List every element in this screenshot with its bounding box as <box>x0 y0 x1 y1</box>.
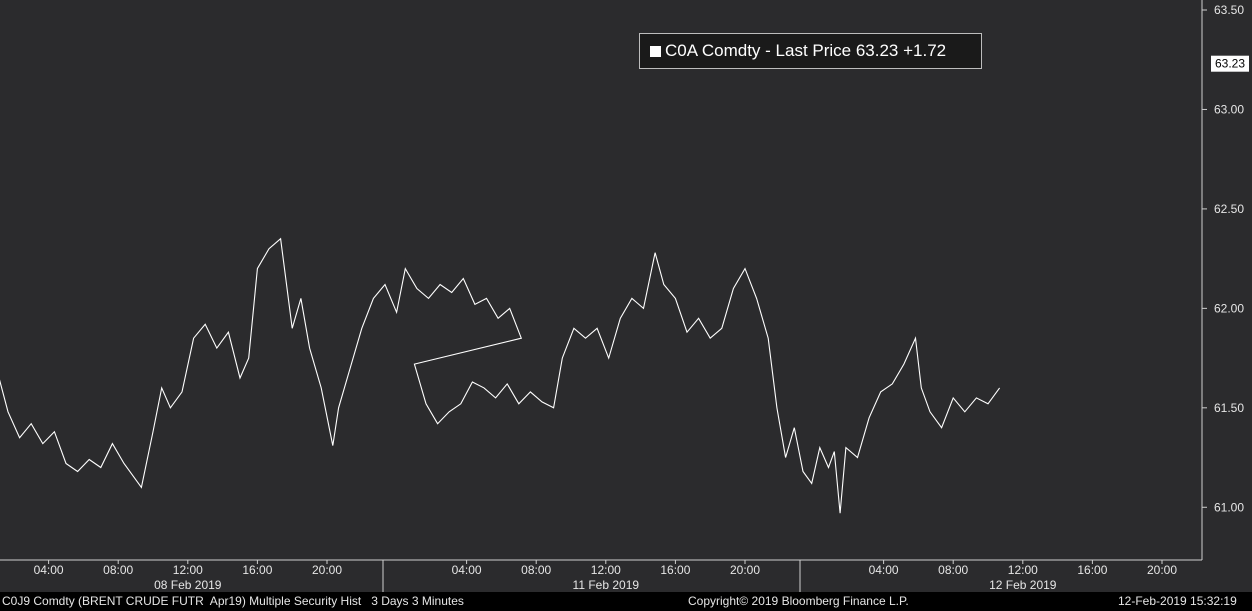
price-series-line <box>0 237 1001 514</box>
x-tick-label: 12:00 <box>1008 563 1038 577</box>
y-tick-label: 62.00 <box>1214 301 1244 315</box>
x-day-label: 11 Feb 2019 <box>573 578 640 592</box>
x-tick-label: 16:00 <box>1077 563 1107 577</box>
x-tick-label: 04:00 <box>869 563 899 577</box>
x-tick-label: 12:00 <box>591 563 621 577</box>
x-tick-label: 16:00 <box>242 563 272 577</box>
y-axis-background <box>1202 0 1252 560</box>
x-axis-background <box>0 560 1252 592</box>
legend-box: C0A Comdty - Last Price 63.23 +1.72 <box>639 33 982 69</box>
y-tick-label: 63.50 <box>1214 3 1244 17</box>
plot-background <box>0 0 1202 560</box>
y-tick-label: 61.50 <box>1214 401 1244 415</box>
footer-security-info: C0J9 Comdty (BRENT CRUDE FUTR Apr19) Mul… <box>2 594 464 608</box>
last-price-tag-label: 63.23 <box>1215 57 1245 71</box>
legend-label: C0A Comdty - Last Price 63.23 +1.72 <box>665 41 947 60</box>
x-tick-label: 04:00 <box>34 563 64 577</box>
y-tick-label: 63.00 <box>1214 102 1244 116</box>
x-tick-label: 08:00 <box>521 563 551 577</box>
footer-copyright: Copyright© 2019 Bloomberg Finance L.P. <box>688 594 909 608</box>
x-day-label: 08 Feb 2019 <box>154 578 222 592</box>
y-tick-label: 62.50 <box>1214 202 1244 216</box>
footer-timestamp: 12-Feb-2019 15:32:19 <box>1118 594 1237 608</box>
x-tick-label: 08:00 <box>103 563 133 577</box>
x-day-label: 12 Feb 2019 <box>989 578 1057 592</box>
x-tick-label: 20:00 <box>730 563 760 577</box>
x-tick-label: 20:00 <box>1147 563 1177 577</box>
y-tick-label: 61.00 <box>1214 500 1244 514</box>
x-tick-label: 20:00 <box>312 563 342 577</box>
legend-swatch-icon <box>650 45 661 57</box>
x-tick-label: 16:00 <box>660 563 690 577</box>
x-tick-label: 12:00 <box>173 563 203 577</box>
x-tick-label: 04:00 <box>452 563 482 577</box>
x-tick-label: 08:00 <box>938 563 968 577</box>
last-price-tag <box>1211 55 1249 72</box>
